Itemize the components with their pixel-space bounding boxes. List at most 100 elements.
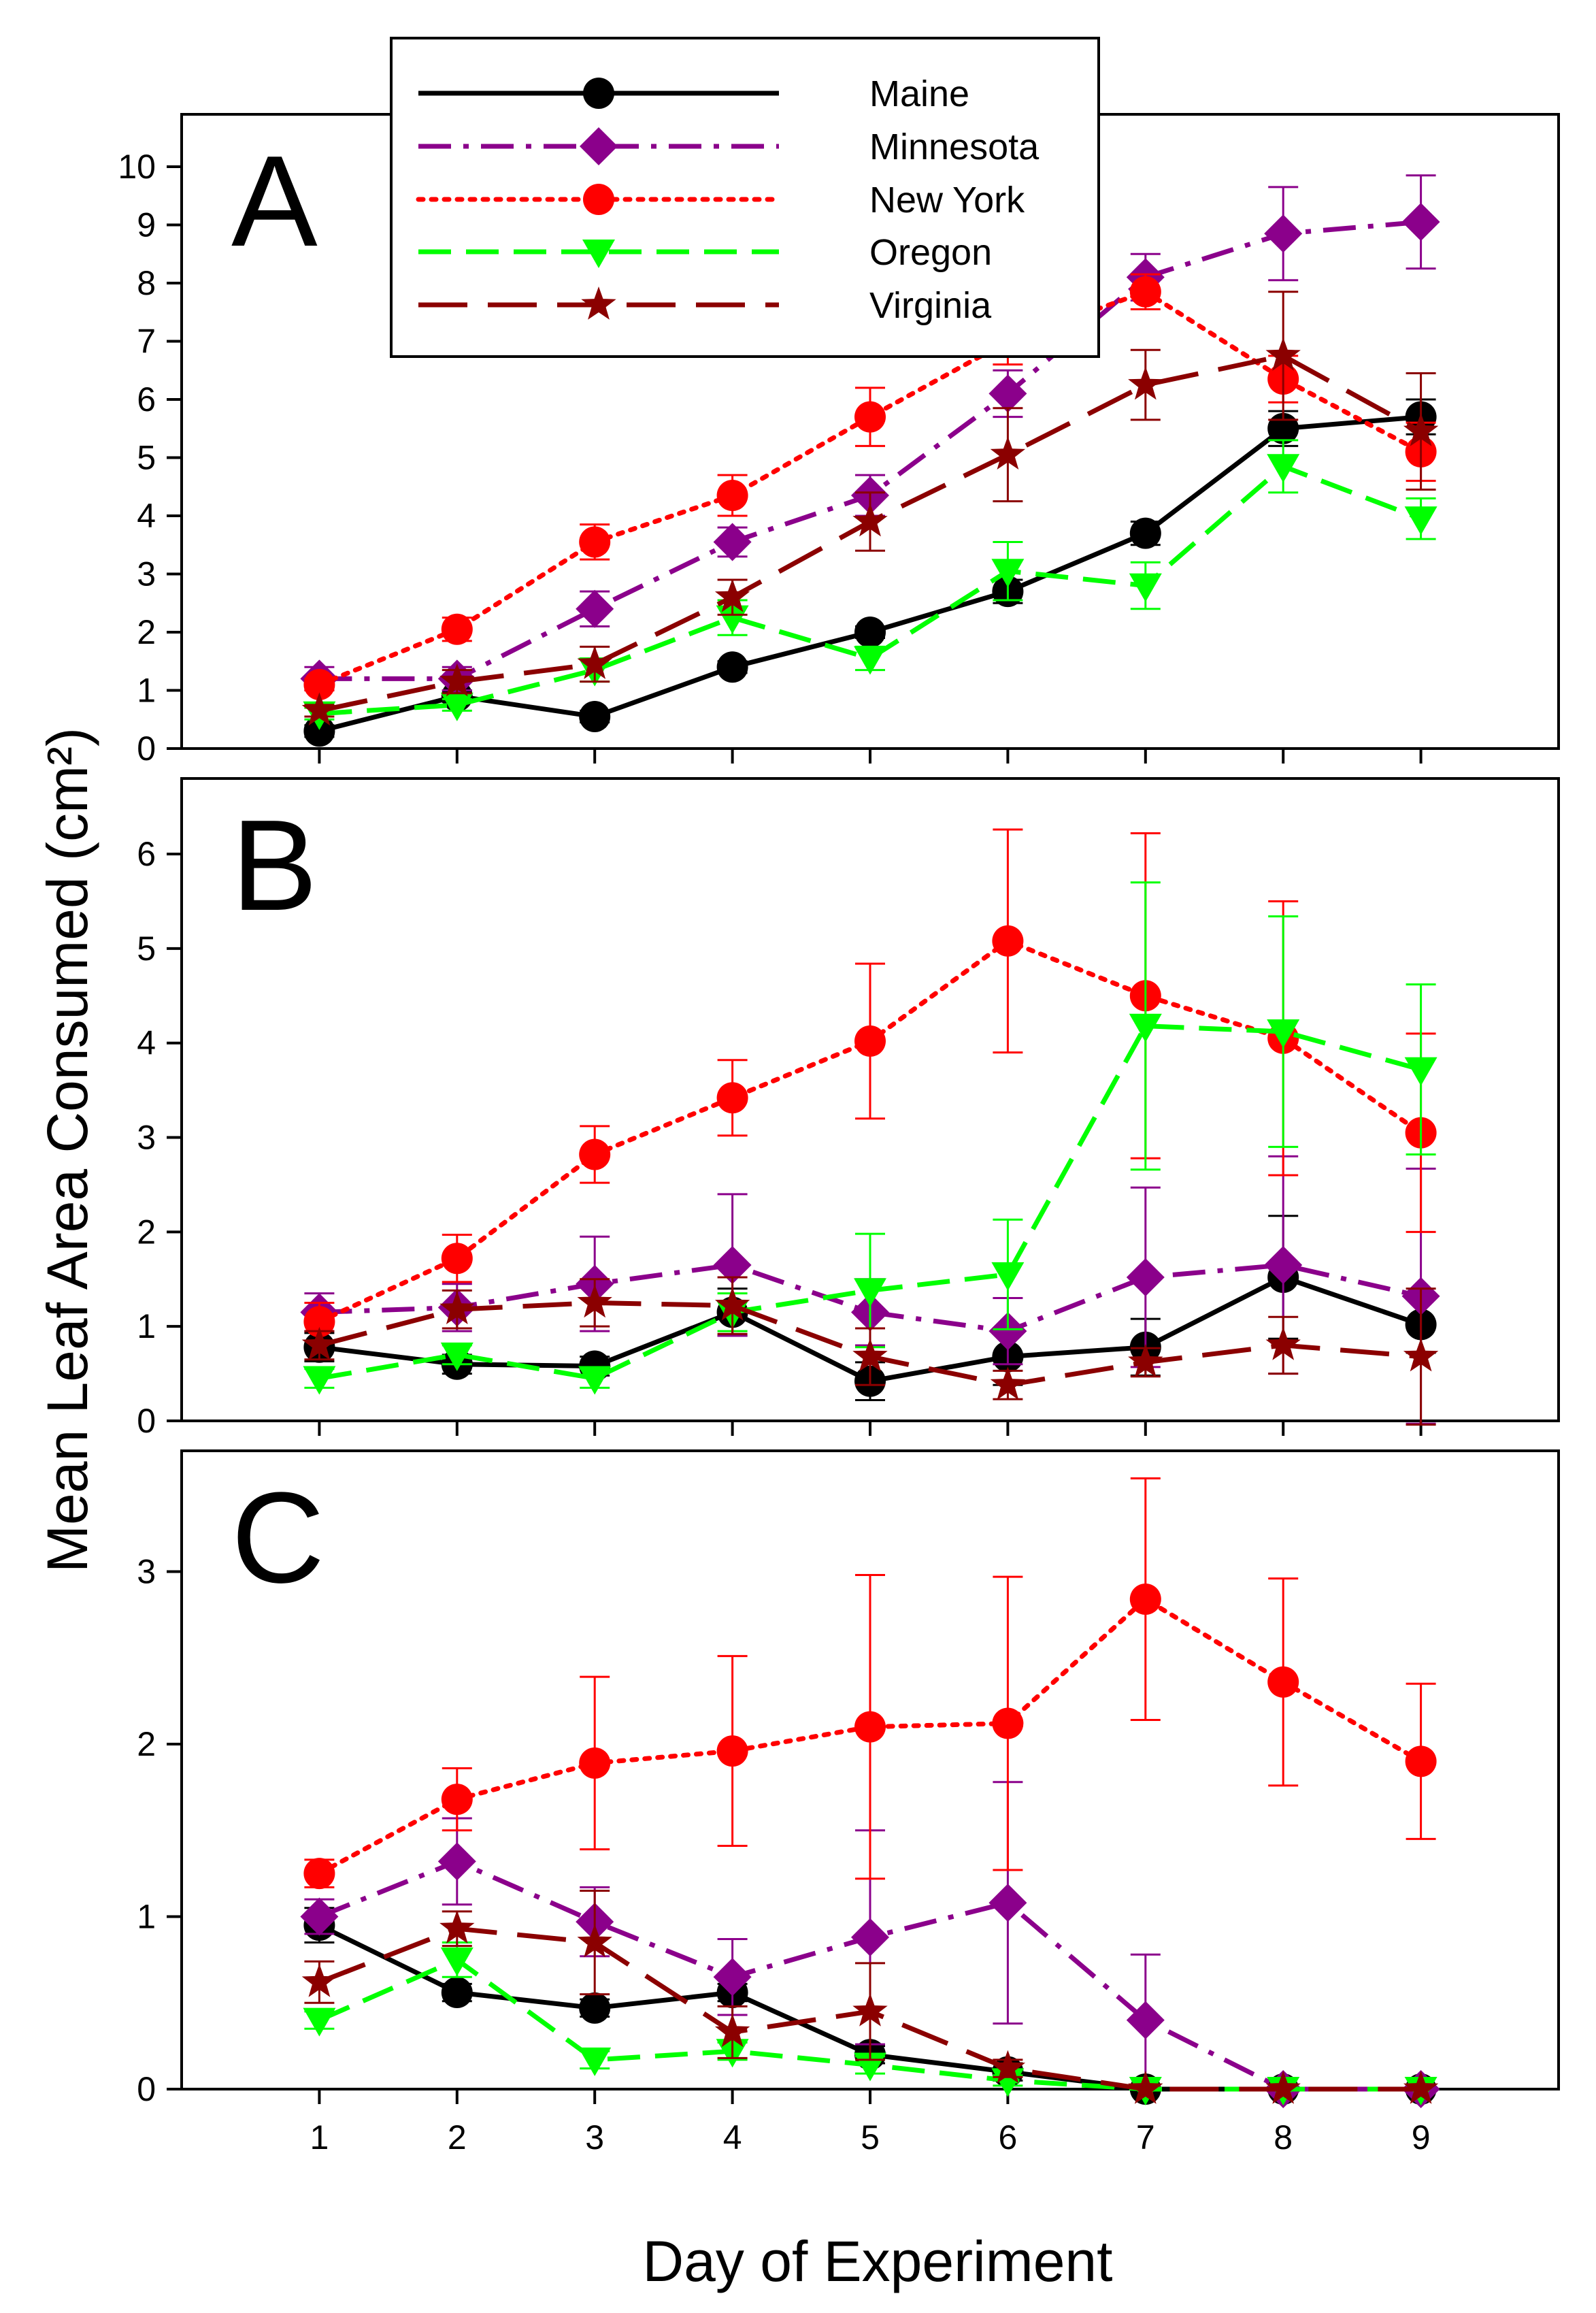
legend-label: Oregon bbox=[869, 232, 992, 273]
panel-c-series-minnesota-point bbox=[713, 1958, 752, 1997]
panel-b-series-virginia-point bbox=[577, 1284, 612, 1318]
legend-entry-oregon: Oregon bbox=[418, 232, 992, 273]
panel-b-series-virginia-point bbox=[1128, 1343, 1163, 1377]
panel-c-series-new-york-point bbox=[1405, 1745, 1437, 1777]
panel-b-series-virginia-point bbox=[1265, 1326, 1301, 1360]
panel-b-series-virginia-point bbox=[714, 1287, 750, 1321]
panel-a-y-tick-label: 4 bbox=[137, 497, 156, 535]
panel-a-y-tick-label: 2 bbox=[137, 613, 156, 651]
panel-a-series-virginia-point bbox=[1128, 366, 1163, 400]
panel-b-series-virginia-point bbox=[1403, 1338, 1439, 1372]
legend-marker bbox=[580, 127, 618, 165]
panel-a-series-virginia-point bbox=[1403, 413, 1439, 446]
panel-b-series-oregon-point bbox=[854, 1278, 886, 1307]
panel-b-y-tick-label: 5 bbox=[137, 930, 156, 968]
panel-c-series-virginia-point bbox=[990, 2050, 1026, 2084]
panel-a-series-oregon-point bbox=[991, 559, 1025, 588]
legend-label: Virginia bbox=[869, 285, 992, 326]
panel-b-y-tick-label: 1 bbox=[137, 1307, 156, 1345]
panel-b-y-tick-label: 3 bbox=[137, 1119, 156, 1157]
legend-marker bbox=[583, 184, 614, 215]
legend-label: New York bbox=[869, 180, 1025, 220]
panel-c-series-minnesota-point bbox=[300, 1897, 339, 1936]
panel-c-series-virginia-point bbox=[301, 1963, 337, 1997]
y-axis-title: Mean Leaf Area Consumed (cm²) bbox=[35, 727, 99, 1573]
panel-c-series-oregon-point bbox=[303, 2007, 336, 2037]
panel-c-series-oregon-point bbox=[578, 2047, 612, 2076]
panel-a-y-tick-label: 1 bbox=[137, 671, 156, 709]
panel-c-series-minnesota-point bbox=[1126, 2001, 1165, 2039]
legend-entry-virginia: Virginia bbox=[418, 285, 992, 326]
panel-a-y-tick-label: 0 bbox=[137, 729, 156, 768]
panel-b-series-oregon-point bbox=[1129, 1013, 1162, 1043]
panel-c-series-new-york-point bbox=[854, 1711, 886, 1743]
panel-b-series-virginia-point bbox=[990, 1366, 1026, 1400]
panel-a-series-virginia-point bbox=[1265, 337, 1301, 371]
panel-b-y-tick-label: 4 bbox=[137, 1024, 156, 1062]
panel-a-series-new-york-point bbox=[303, 668, 335, 700]
x-tick-label: 6 bbox=[998, 2118, 1017, 2156]
panel-c-y-tick-label: 2 bbox=[137, 1725, 156, 1763]
panel-b-series-minnesota-point bbox=[713, 1245, 752, 1284]
panel-a-series-new-york-point bbox=[716, 480, 748, 512]
legend-entry-minnesota: Minnesota bbox=[418, 127, 1040, 167]
panel-c-series-virginia-point bbox=[439, 1910, 475, 1944]
panel-c-series-new-york-point bbox=[1129, 1584, 1161, 1615]
panel-b-y-tick-label: 0 bbox=[137, 1402, 156, 1440]
panel-a-series-oregon-point bbox=[440, 692, 473, 721]
panel-a-y-tick-label: 7 bbox=[137, 322, 156, 360]
legend-marker bbox=[583, 78, 614, 109]
panel-b-series-minnesota-point bbox=[1264, 1245, 1303, 1284]
panel-c-series-new-york-point bbox=[579, 1747, 611, 1779]
legend-marker bbox=[582, 240, 615, 268]
panel-a-y-tick-label: 9 bbox=[137, 206, 156, 244]
panel-c-series-virginia-point bbox=[714, 2014, 750, 2048]
panel-c: 0 1 2 3 1 2 3 4 5 6 7 8 9 C bbox=[137, 1449, 1560, 2156]
panel-a-series-oregon-point bbox=[1267, 454, 1300, 483]
panel-a-series-minnesota-point bbox=[988, 374, 1027, 413]
legend: Maine Minnesota New York Oregon Virginia bbox=[390, 37, 1100, 358]
panel-a-series-virginia-point bbox=[852, 503, 888, 537]
panel-c-series-new-york-line bbox=[316, 1596, 1424, 1876]
panel-c-series-virginia-point bbox=[1403, 2071, 1439, 2104]
panel-a-series-oregon-point bbox=[1404, 506, 1437, 536]
panel-a-y-tick-label: 10 bbox=[118, 148, 156, 186]
panel-a-series-maine-point bbox=[1129, 517, 1161, 549]
panel-a-series-virginia-point bbox=[301, 692, 337, 726]
panel-a-series-new-york-point bbox=[1129, 276, 1161, 308]
legend-entry-new-york: New York bbox=[416, 180, 1025, 220]
x-tick-label: 8 bbox=[1274, 2118, 1293, 2156]
panel-c-series-minnesota-point bbox=[437, 1842, 476, 1881]
panel-c-y-tick-label: 3 bbox=[137, 1552, 156, 1590]
panel-c-series-virginia bbox=[301, 1889, 1439, 2104]
panel-a-series-minnesota-point bbox=[576, 589, 614, 628]
panel-b-series-virginia-point bbox=[439, 1291, 475, 1324]
panel-a-series-maine bbox=[303, 398, 1437, 747]
panel-b-series-minnesota-point bbox=[1126, 1258, 1165, 1296]
panel-c-series-minnesota-point bbox=[851, 1918, 889, 1956]
panel-a-series-new-york-point bbox=[441, 613, 473, 645]
panel-b-series-oregon bbox=[303, 881, 1437, 1395]
x-axis-title: Day of Experiment bbox=[643, 2229, 1113, 2293]
panel-a-series-virginia bbox=[301, 291, 1439, 726]
panel-b-y-tick-label: 6 bbox=[137, 835, 156, 873]
panel-a-series-virginia-point bbox=[439, 663, 475, 697]
panel-a-series-new-york-point bbox=[579, 526, 611, 558]
panel-c-series-oregon-point bbox=[440, 1947, 473, 1976]
panel-b-series-new-york-point bbox=[441, 1243, 473, 1275]
panel-c-series-new-york-point bbox=[1267, 1666, 1299, 1698]
panels-layer: 0 1 2 3 4 5 6 7 8 9 10 A 0 1 2 3 4 5 6 B 0 1 2 3 1 2 3 4 5 6 7 8 9 C bbox=[118, 113, 1560, 2156]
panel-b-series-virginia bbox=[301, 1276, 1439, 1426]
panel-b-letter: B bbox=[231, 793, 318, 938]
panel-c-series-new-york bbox=[303, 1477, 1437, 1890]
panel-a-series-virginia-point bbox=[990, 436, 1026, 470]
panel-c-series-maine-point bbox=[441, 1977, 473, 2009]
panel-c-y-tick-label: 0 bbox=[137, 2070, 156, 2108]
panel-a-series-maine-point bbox=[854, 616, 886, 648]
panel-b-series-new-york-point bbox=[854, 1025, 886, 1057]
panel-a-series-minnesota-point bbox=[1401, 203, 1440, 242]
x-tick-label: 3 bbox=[585, 2118, 604, 2156]
panel-b-series-new-york-point bbox=[716, 1082, 748, 1114]
panel-a-y-tick-label: 8 bbox=[137, 264, 156, 302]
panel-a-series-minnesota-point bbox=[1264, 214, 1303, 253]
